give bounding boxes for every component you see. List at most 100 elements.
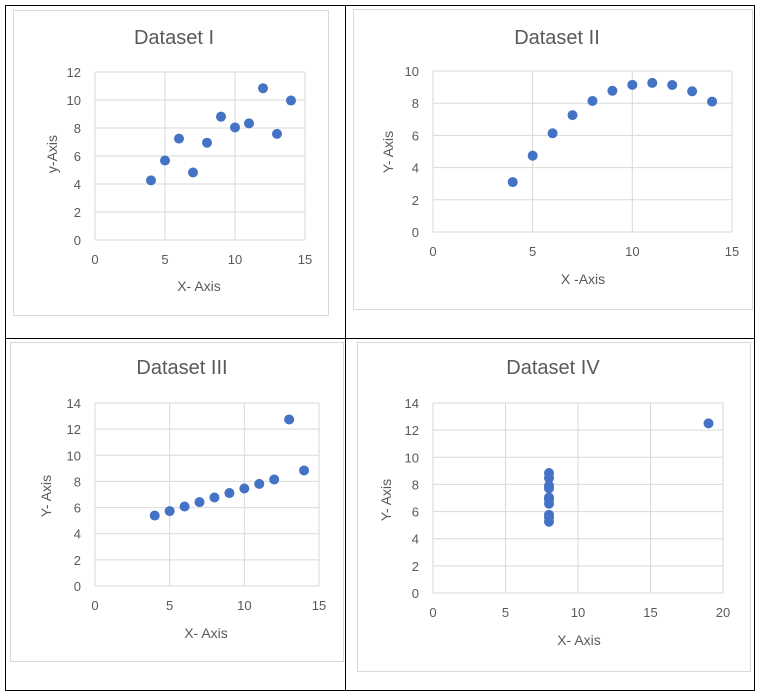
chart-dataset-i[interactable]: Dataset I 0 2 4 6 8 10 12 0 5 10 15 X- Axis y-Axi… bbox=[13, 10, 329, 316]
y-tick-label: 6 bbox=[412, 128, 419, 143]
x-tick-label: 0 bbox=[429, 244, 436, 259]
y-axis-label: Y- Axis bbox=[378, 479, 394, 521]
x-axis-label: X- Axis bbox=[557, 632, 601, 648]
data-point[interactable] bbox=[230, 122, 240, 133]
chart-title: Dataset IV bbox=[506, 357, 600, 379]
y-tick-label: 0 bbox=[412, 225, 419, 240]
data-point[interactable] bbox=[284, 414, 295, 425]
data-point[interactable] bbox=[627, 79, 638, 90]
chart-dataset-iii[interactable]: Dataset III 0 2 4 6 8 10 12 14 0 5 10 15 X- Axis Y… bbox=[10, 342, 344, 662]
y-tick-label: 2 bbox=[412, 559, 419, 574]
chart-canvas: Dataset II 0 2 4 6 8 10 0 5 10 15 X -Axis Y- Axi… bbox=[380, 27, 739, 287]
data-point[interactable] bbox=[188, 167, 198, 178]
data-point[interactable] bbox=[224, 488, 235, 499]
x-axis-label: X -Axis bbox=[561, 271, 605, 287]
data-point[interactable] bbox=[547, 128, 558, 139]
data-point[interactable] bbox=[286, 95, 296, 106]
data-point[interactable] bbox=[707, 96, 718, 107]
x-tick-label: 0 bbox=[91, 252, 98, 267]
x-tick-label: 5 bbox=[502, 605, 509, 620]
y-axis-label: y-Axis bbox=[44, 135, 60, 173]
layout-table bbox=[5, 5, 755, 691]
data-point[interactable] bbox=[544, 473, 554, 484]
y-axis-label: Y- Axis bbox=[380, 131, 396, 173]
x-tick-label: 5 bbox=[529, 244, 536, 259]
data-point[interactable] bbox=[146, 175, 156, 186]
y-tick-label: 10 bbox=[67, 448, 81, 463]
data-point[interactable] bbox=[544, 480, 554, 491]
data-point[interactable] bbox=[607, 85, 618, 96]
data-point[interactable] bbox=[216, 111, 226, 122]
data-point[interactable] bbox=[239, 483, 250, 494]
y-tick-label: 0 bbox=[74, 233, 81, 248]
data-point[interactable] bbox=[202, 137, 212, 148]
data-point[interactable] bbox=[269, 474, 280, 485]
x-axis-label: X- Axis bbox=[184, 625, 228, 641]
data-point[interactable] bbox=[687, 86, 698, 97]
table-divider-vertical bbox=[345, 6, 346, 690]
y-tick-label: 2 bbox=[74, 553, 81, 568]
x-tick-label: 15 bbox=[725, 244, 739, 259]
chart-canvas: Dataset I 0 2 4 6 8 10 12 0 5 10 15 X- Axis y-Axi… bbox=[44, 27, 312, 294]
data-point[interactable] bbox=[544, 512, 554, 523]
x-tick-label: 10 bbox=[228, 252, 242, 267]
data-point[interactable] bbox=[544, 494, 554, 505]
chart-title: Dataset I bbox=[134, 27, 214, 49]
data-point[interactable] bbox=[194, 497, 205, 508]
table-divider-horizontal bbox=[6, 338, 754, 339]
chart-title: Dataset III bbox=[136, 357, 227, 379]
y-tick-label: 14 bbox=[67, 396, 81, 411]
y-tick-label: 6 bbox=[74, 501, 81, 516]
x-tick-label: 20 bbox=[716, 605, 730, 620]
data-point[interactable] bbox=[209, 492, 220, 503]
x-tick-label: 10 bbox=[571, 605, 585, 620]
y-tick-label: 4 bbox=[74, 527, 81, 542]
data-point[interactable] bbox=[299, 465, 310, 476]
chart-dataset-iv[interactable]: Dataset IV 0 2 4 6 8 10 12 14 0 5 10 15 20 X- Axis … bbox=[357, 342, 751, 672]
y-tick-label: 14 bbox=[405, 396, 419, 411]
x-tick-label: 10 bbox=[237, 598, 251, 613]
y-tick-label: 10 bbox=[405, 64, 419, 79]
y-tick-label: 0 bbox=[412, 586, 419, 601]
y-tick-label: 10 bbox=[405, 450, 419, 465]
data-point[interactable] bbox=[703, 418, 714, 429]
data-point[interactable] bbox=[254, 478, 265, 489]
chart-dataset-ii[interactable]: Dataset II 0 2 4 6 8 10 0 5 10 15 X -Axis Y- Axi… bbox=[353, 9, 753, 310]
x-tick-label: 15 bbox=[312, 598, 326, 613]
data-point[interactable] bbox=[567, 110, 578, 121]
data-point[interactable] bbox=[647, 77, 658, 88]
x-tick-label: 15 bbox=[298, 252, 312, 267]
x-tick-label: 10 bbox=[625, 244, 639, 259]
y-tick-label: 0 bbox=[74, 579, 81, 594]
y-tick-label: 4 bbox=[74, 177, 81, 192]
y-tick-label: 8 bbox=[74, 121, 81, 136]
y-tick-label: 6 bbox=[74, 149, 81, 164]
data-point[interactable] bbox=[160, 155, 170, 166]
y-tick-label: 8 bbox=[412, 96, 419, 111]
data-point[interactable] bbox=[164, 506, 175, 517]
x-tick-label: 15 bbox=[643, 605, 657, 620]
y-tick-label: 12 bbox=[67, 65, 81, 80]
y-tick-label: 6 bbox=[412, 505, 419, 520]
data-point[interactable] bbox=[258, 83, 268, 94]
data-point[interactable] bbox=[527, 150, 538, 161]
y-tick-label: 10 bbox=[67, 93, 81, 108]
y-tick-label: 2 bbox=[412, 193, 419, 208]
x-axis-label: X- Axis bbox=[177, 278, 221, 294]
data-point[interactable] bbox=[507, 177, 518, 188]
data-point[interactable] bbox=[244, 118, 254, 129]
x-tick-label: 0 bbox=[429, 605, 436, 620]
data-point[interactable] bbox=[272, 128, 282, 139]
data-point[interactable] bbox=[174, 133, 184, 144]
chart-title: Dataset II bbox=[514, 27, 600, 49]
x-tick-label: 5 bbox=[161, 252, 168, 267]
x-tick-label: 0 bbox=[91, 598, 98, 613]
y-tick-label: 8 bbox=[412, 477, 419, 492]
data-point[interactable] bbox=[587, 95, 598, 106]
y-tick-label: 8 bbox=[74, 474, 81, 489]
data-point[interactable] bbox=[179, 501, 190, 512]
y-tick-label: 4 bbox=[412, 161, 419, 176]
data-point[interactable] bbox=[149, 510, 160, 521]
data-point[interactable] bbox=[667, 80, 678, 91]
